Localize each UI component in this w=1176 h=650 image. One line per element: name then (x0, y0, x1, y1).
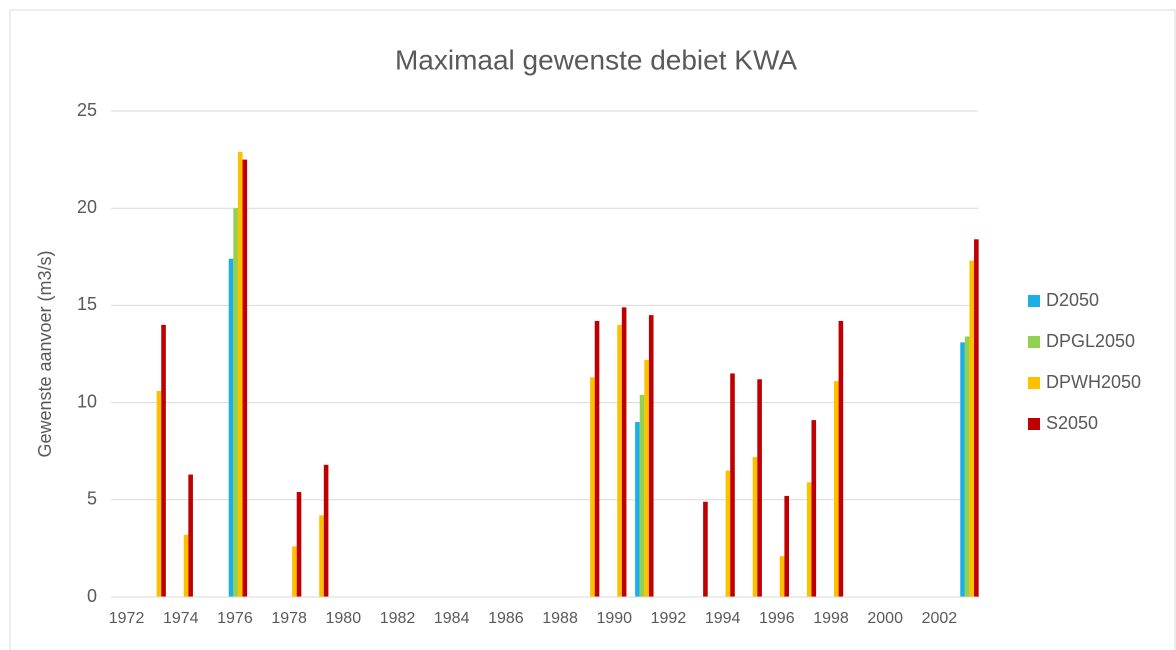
x-tick-label: 1986 (488, 610, 524, 627)
bar (730, 373, 735, 597)
legend-swatch (1028, 418, 1040, 430)
bar (188, 474, 193, 597)
bar (292, 546, 297, 597)
bar (156, 390, 162, 597)
bar (838, 320, 844, 597)
bar (233, 208, 238, 597)
x-tick-label: 1996 (759, 610, 795, 627)
bar (617, 324, 622, 597)
bar (964, 336, 970, 597)
bar (590, 377, 595, 597)
bar (161, 324, 166, 597)
x-tick-label: 1980 (326, 610, 362, 627)
y-axis-label: Gewenste aanvoer (m3/s) (35, 250, 55, 457)
x-tick-label: 1992 (651, 610, 687, 627)
bar (969, 260, 975, 597)
y-tick-label: 15 (77, 294, 97, 314)
y-tick-label: 0 (87, 586, 97, 606)
bar (319, 515, 324, 597)
bar (648, 315, 654, 597)
bar (323, 464, 329, 597)
legend-swatch (1028, 336, 1040, 348)
bar (703, 501, 708, 597)
y-tick-label: 5 (87, 489, 97, 509)
bar (639, 394, 645, 597)
bar (621, 307, 627, 597)
bar (811, 420, 817, 597)
legend-swatch (1028, 295, 1040, 307)
x-tick-label: 1988 (542, 610, 578, 627)
bar (228, 258, 234, 597)
y-tick-label: 25 (77, 100, 97, 120)
x-tick-label: 1998 (813, 610, 849, 627)
bar (183, 534, 189, 597)
x-tick-label: 1974 (163, 610, 199, 627)
legend-label: DPWH2050 (1046, 372, 1141, 392)
bar (725, 470, 731, 597)
bar (635, 422, 640, 597)
bar (974, 239, 979, 597)
legend-label: S2050 (1046, 413, 1098, 433)
bar (779, 556, 785, 597)
bar (757, 379, 762, 597)
chart-title: Maximaal gewenste debiet KWA (395, 44, 797, 75)
x-tick-label: 1984 (434, 610, 470, 627)
y-tick-label: 20 (77, 197, 97, 217)
bar (237, 151, 243, 597)
legend-swatch (1028, 377, 1040, 389)
bar (296, 492, 302, 597)
x-tick-label: 1972 (109, 610, 145, 627)
x-tick-label: 1982 (380, 610, 416, 627)
bar (960, 342, 965, 597)
x-tick-label: 1978 (271, 610, 307, 627)
x-tick-label: 1990 (596, 610, 632, 627)
bar (644, 359, 649, 597)
x-tick-label: 1976 (217, 610, 253, 627)
x-tick-label: 1994 (705, 610, 741, 627)
legend-label: DPGL2050 (1046, 331, 1135, 351)
y-tick-label: 10 (77, 391, 97, 411)
x-tick-label: 2000 (867, 610, 903, 627)
bar (594, 320, 600, 597)
legend-label: D2050 (1046, 290, 1099, 310)
bar (806, 482, 812, 597)
x-tick-label: 2002 (922, 610, 958, 627)
bar (833, 381, 839, 597)
bar (784, 495, 789, 597)
bar (242, 159, 248, 597)
bar (752, 457, 758, 597)
